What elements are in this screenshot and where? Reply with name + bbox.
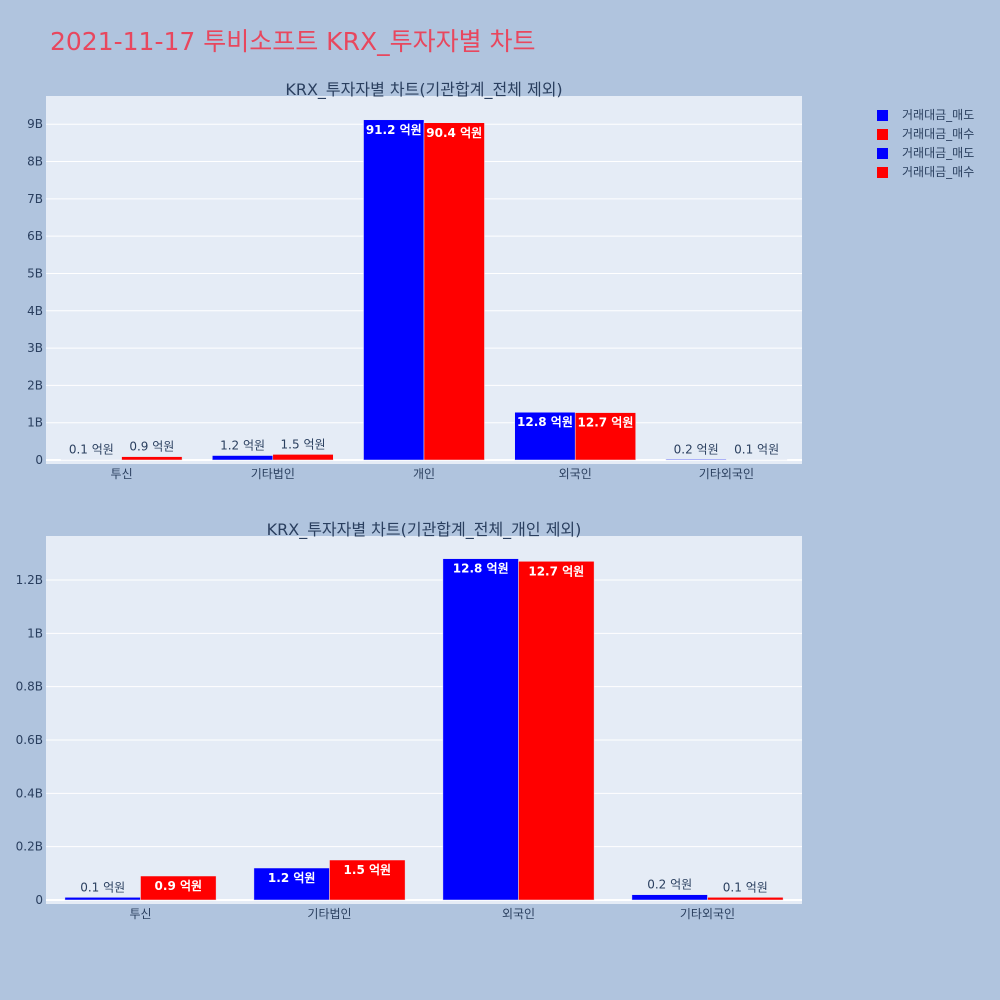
bar	[726, 459, 788, 461]
y-tick-label: 0	[35, 893, 43, 907]
legend-entry: 거래대금_매수	[902, 127, 974, 141]
bar	[631, 894, 708, 901]
bar-value-label: 12.7 억원	[528, 564, 584, 578]
chart-panel-1: 0 1B 2B 3B 4B 5B 6B 7B 8B 9B KRX_투자자별 차트(기관합계_전체 제…	[27, 80, 802, 481]
bar	[253, 867, 330, 901]
bar-value-label: 0.2 억원	[674, 442, 719, 456]
bar-value-label: 0.1 억원	[69, 443, 114, 457]
y-tick-label: 1.2B	[16, 573, 43, 587]
bar	[423, 122, 485, 461]
y-tick-label: 0.2B	[16, 840, 43, 854]
x-tick-label: 기타법인	[307, 907, 351, 921]
y-tick-label: 0	[35, 453, 43, 467]
y-tick-label: 1B	[27, 626, 43, 640]
bar-value-label: 0.1 억원	[723, 880, 768, 894]
y-tick-label: 5B	[27, 266, 43, 280]
bar	[574, 412, 636, 461]
chart-title: KRX_투자자별 차트(기관합계_전체 제외)	[285, 80, 562, 100]
bar-value-label: 0.2 억원	[647, 878, 692, 892]
legend-swatch	[877, 110, 888, 121]
bar	[272, 454, 334, 461]
bar	[329, 859, 406, 901]
x-tick-label: 외국인	[559, 467, 592, 481]
bar	[514, 411, 576, 461]
y-tick-label: 0.8B	[16, 680, 43, 694]
y-tick-label: 4B	[27, 304, 43, 318]
chart-title: KRX_투자자별 차트(기관합계_전체_개인 제외)	[267, 520, 582, 540]
bar	[64, 897, 141, 901]
bar-value-label: 12.7 억원	[578, 416, 634, 430]
legend-entry: 거래대금_매도	[902, 146, 974, 160]
x-tick-label: 투신	[111, 467, 133, 481]
bar	[518, 561, 595, 901]
legend-entry: 거래대금_매수	[902, 165, 974, 179]
page-title: 2021-11-17 투비소프트 KRX_투자자별 차트	[50, 27, 536, 56]
legend-swatch	[877, 129, 888, 140]
y-tick-label: 8B	[27, 155, 43, 169]
bar-value-label: 1.2 억원	[220, 439, 265, 453]
legend-swatch	[877, 148, 888, 159]
bar-value-label: 0.9 억원	[155, 879, 203, 893]
bar	[442, 558, 519, 901]
y-tick-label: 1B	[27, 416, 43, 430]
x-tick-label: 기타외국인	[699, 467, 754, 481]
x-tick-label: 기타법인	[251, 467, 295, 481]
y-tick-label: 0.4B	[16, 786, 43, 800]
bar-value-label: 0.9 억원	[129, 440, 174, 454]
x-tick-label: 외국인	[502, 907, 535, 921]
chart-panel-2: 0 0.2B 0.4B 0.6B 0.8B 1B 1.2B KRX_투자자별 차트(기관합계_…	[16, 520, 802, 921]
y-tick-label: 0.6B	[16, 733, 43, 747]
legend-entry: 거래대금_매도	[902, 108, 974, 122]
bar-value-label: 0.1 억원	[734, 443, 779, 457]
bar	[140, 875, 217, 901]
x-tick-label: 기타외국인	[680, 907, 735, 921]
bar	[60, 459, 122, 461]
bar-value-label: 12.8 억원	[517, 415, 573, 429]
bar-value-label: 1.5 억원	[344, 863, 392, 877]
bar	[665, 459, 727, 461]
bar-value-label: 1.5 억원	[281, 437, 326, 451]
bar-value-label: 91.2 억원	[366, 123, 422, 137]
x-tick-label: 개인	[413, 467, 435, 481]
bar-value-label: 12.8 억원	[453, 562, 509, 576]
y-tick-label: 9B	[27, 117, 43, 131]
plot-area	[46, 536, 802, 904]
y-tick-label: 6B	[27, 229, 43, 243]
y-tick-label: 2B	[27, 378, 43, 392]
y-tick-label: 3B	[27, 341, 43, 355]
bar	[363, 119, 425, 461]
bar	[707, 897, 784, 901]
y-tick-label: 7B	[27, 192, 43, 206]
x-tick-label: 투신	[129, 907, 151, 921]
legend-swatch	[877, 167, 888, 178]
bar-value-label: 0.1 억원	[80, 880, 125, 894]
bar-value-label: 90.4 억원	[426, 126, 482, 140]
bar	[212, 455, 274, 461]
bar-value-label: 1.2 억원	[268, 871, 316, 885]
bar	[121, 456, 183, 461]
